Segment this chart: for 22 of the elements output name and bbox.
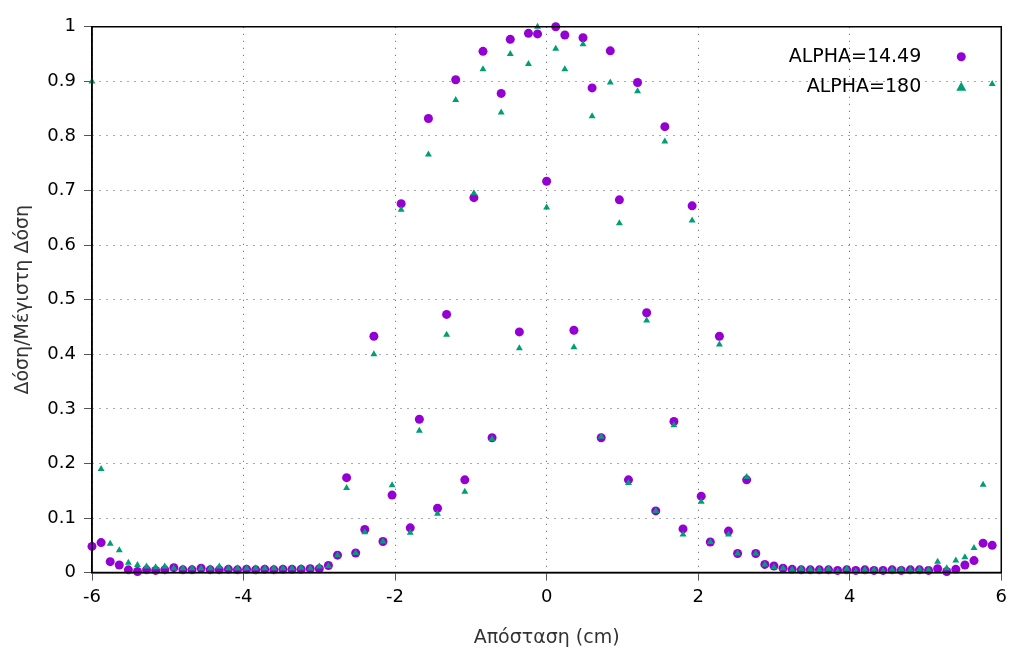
y-tick-label: 0.9 <box>47 69 76 91</box>
y-tick-label: 0.1 <box>47 505 76 527</box>
y-tick-label: 0.4 <box>47 341 76 363</box>
x-axis-title: Απόσταση (cm) <box>473 624 620 647</box>
y-tick-label: 0.7 <box>47 178 76 200</box>
x-tick-label: 0 <box>540 585 553 607</box>
y-tick-label: 0.3 <box>47 396 76 418</box>
x-tick-label: -2 <box>386 585 405 607</box>
x-tick-label: 4 <box>844 585 856 607</box>
y-tick-label: 0.2 <box>47 451 76 473</box>
x-tick-label: 6 <box>995 585 1007 607</box>
y-tick-label: 0 <box>64 560 76 582</box>
legend-label: ALPHA=14.49 <box>788 43 922 66</box>
x-tick-label: -6 <box>83 585 101 607</box>
x-tick-label: 2 <box>692 585 704 607</box>
x-tick-label: -4 <box>234 585 253 607</box>
y-tick-label: 0.6 <box>47 232 76 254</box>
y-tick-label: 0.8 <box>47 123 76 145</box>
y-axis-title: Δόση/Μέγιστη Δόση <box>10 204 33 395</box>
y-tick-label: 0.5 <box>47 287 76 309</box>
legend-label: ALPHA=180 <box>806 73 922 96</box>
y-tick-label: 1 <box>64 14 76 36</box>
